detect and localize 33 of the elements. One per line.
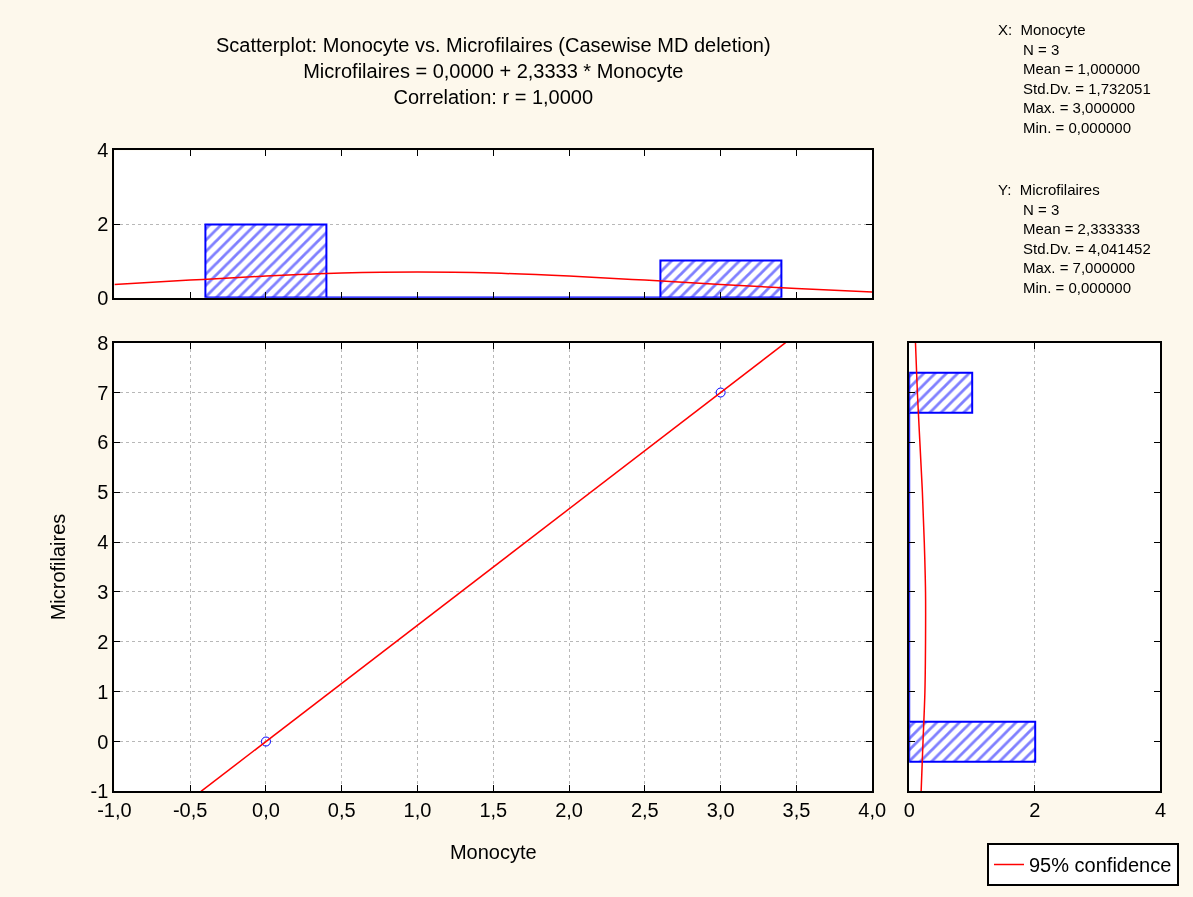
x-tick-label: 3,0 [706, 799, 735, 822]
y-tick-label: 6 [97, 431, 109, 454]
x-tick-label: 0,5 [327, 799, 356, 822]
y-tick-label: 7 [97, 381, 109, 404]
chart-title: Scatterplot: Monocyte vs. Microfilaires (Casewise MD deletion) [216, 34, 771, 56]
y-axis-title: Microfilaires [46, 513, 69, 621]
legend-label: 95% confidence [1029, 854, 1172, 877]
chart-subtitle: Microfilaires = 0,0000 + 2,3333 * Monocyte Correlation: r = 1,0000 [303, 60, 684, 108]
y-tick-label: 0 [97, 730, 109, 753]
x-tick-label: 1,0 [403, 799, 432, 822]
x-tick-label: -0,5 [172, 799, 208, 822]
x-tick-label: 0,0 [252, 799, 280, 822]
x-tick-label: 2,5 [630, 799, 659, 822]
x-tick-label: 3,5 [782, 799, 811, 822]
x-tick-label: 2,0 [555, 799, 583, 822]
y-tick-label: 4 [97, 531, 109, 554]
x-axis-title: Monocyte [449, 841, 537, 864]
y-tick-label: 0 [97, 286, 109, 309]
x-tick-label: 4,0 [858, 799, 887, 822]
y-tick-label: 4 [97, 139, 109, 162]
x-tick-label: 4 [1154, 799, 1167, 822]
y-tick-label: 3 [97, 580, 109, 603]
y-tick-label: 2 [97, 630, 109, 653]
y-tick-label: 8 [97, 331, 109, 354]
line-series [114, 271, 873, 293]
y-tick-label: 5 [97, 481, 109, 504]
y-tick-label: 1 [97, 680, 109, 703]
x-tick-label: 0 [903, 799, 915, 822]
text: Y: Microfilaires N = 3 Mean = 2,333333 Std.Dv. = 4,041452 Max. = 7,000000 Min. = 0,000000 [998, 181, 1151, 296]
text: X: Monocyte N = 3 Mean = 1,000000 Std.Dv. = 1,732051 Max. = 3,000000 Min. = 0,000000 [998, 21, 1151, 136]
x-tick-label: 1,5 [479, 799, 508, 822]
y-tick-label: 2 [97, 213, 109, 236]
x-tick-label: 2 [1029, 799, 1041, 822]
